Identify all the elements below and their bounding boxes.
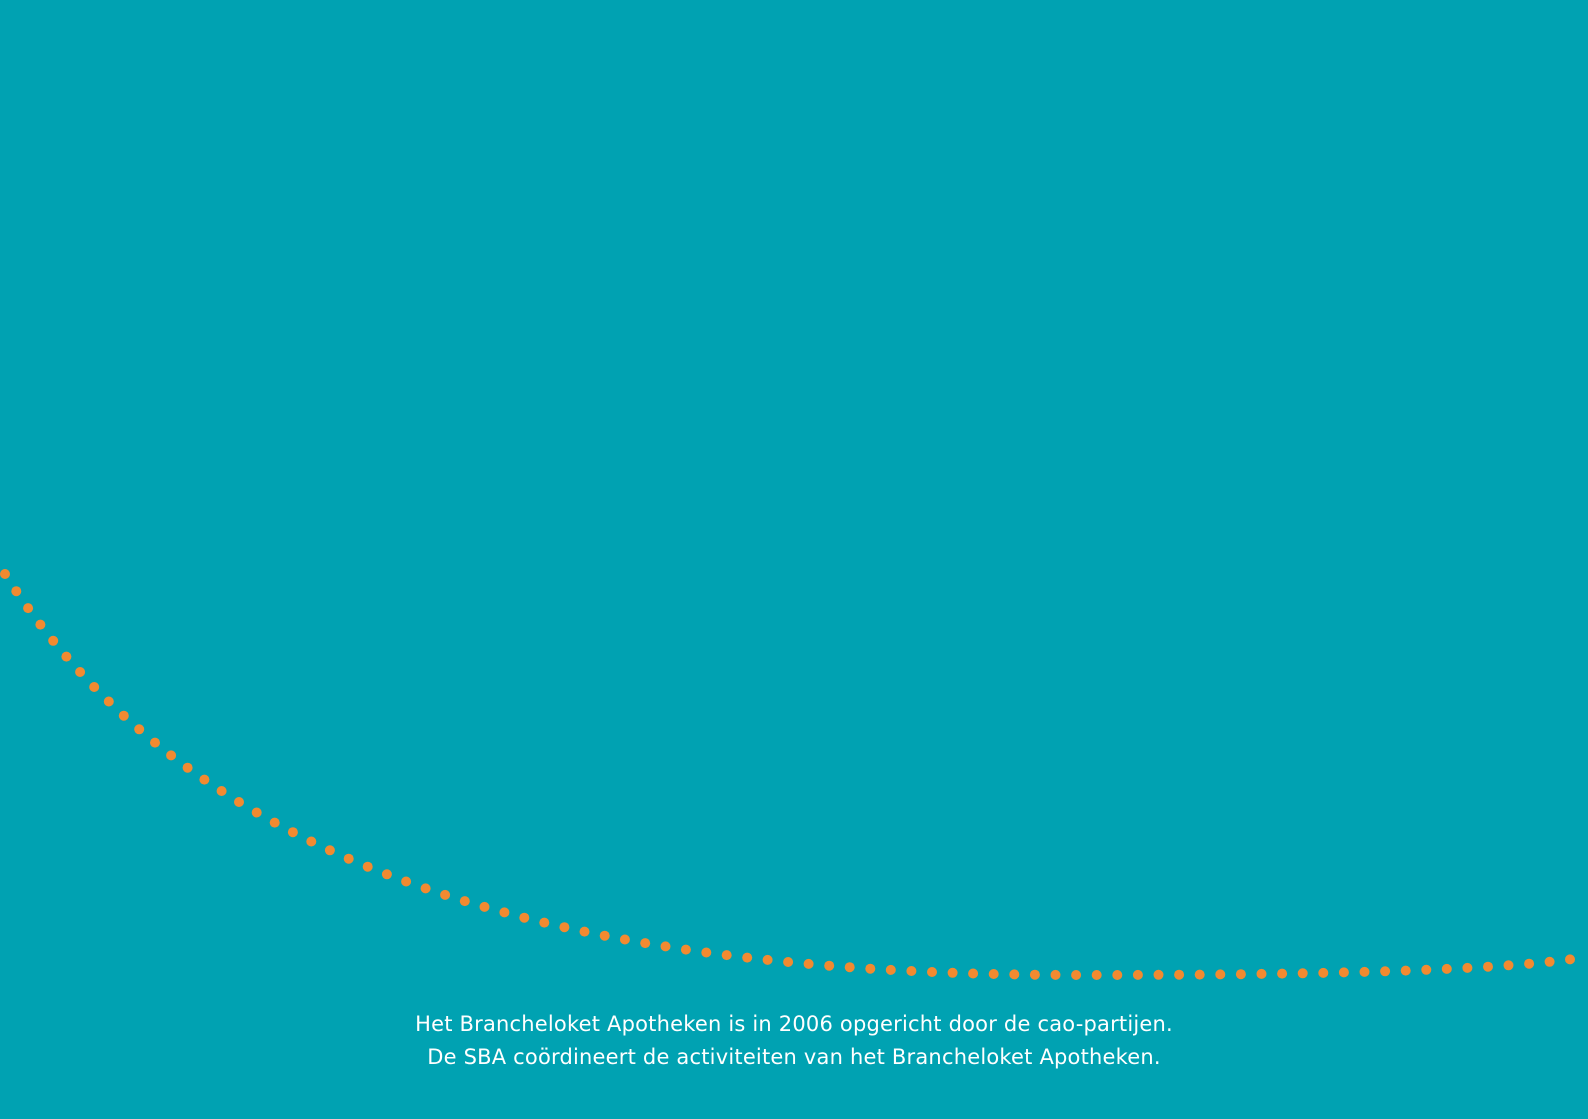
curve-dot <box>421 883 431 893</box>
curve-dot <box>104 697 114 707</box>
curve-dot <box>382 869 392 879</box>
curve-dot <box>845 962 855 972</box>
curve-dot <box>1277 969 1287 979</box>
curve-dot <box>600 931 610 941</box>
curve-dot <box>1030 970 1040 980</box>
curve-dot <box>1462 963 1472 973</box>
curve-dot <box>183 763 193 773</box>
curve-dot <box>1565 954 1575 964</box>
curve-dot <box>1401 966 1411 976</box>
curve-dot <box>1339 967 1349 977</box>
curve-dot <box>1092 970 1102 980</box>
curve-dot <box>1133 970 1143 980</box>
curve-dot <box>559 922 569 932</box>
footer-text-block: Het Brancheloket Apotheken is in 2006 op… <box>0 1008 1588 1074</box>
curve-dot <box>783 957 793 967</box>
curve-dot <box>23 603 33 613</box>
curve-dot <box>75 667 85 677</box>
curve-dot <box>499 907 509 917</box>
curve-dot <box>1071 970 1081 980</box>
curve-dot <box>134 724 144 734</box>
curve-dot <box>1009 969 1019 979</box>
curve-dot <box>1051 970 1061 980</box>
curve-dot <box>0 569 10 579</box>
curve-dot <box>742 953 752 963</box>
curve-dot <box>35 620 45 630</box>
curve-dot <box>519 913 529 923</box>
curve-dot <box>804 959 814 969</box>
curve-dot <box>1442 964 1452 974</box>
curve-dot <box>288 827 298 837</box>
curve-dot <box>460 896 470 906</box>
curve-dot <box>1298 968 1308 978</box>
curve-dot <box>640 938 650 948</box>
curve-dot <box>344 854 354 864</box>
curve-dot <box>440 890 450 900</box>
curve-dot <box>363 862 373 872</box>
curve-dot <box>580 927 590 937</box>
curve-dot <box>89 682 99 692</box>
curve-dot <box>1257 969 1267 979</box>
curve-dot <box>927 967 937 977</box>
curve-dot <box>539 918 549 928</box>
curve-dot <box>620 935 630 945</box>
curve-dot <box>1195 970 1205 980</box>
curve-dot <box>234 797 244 807</box>
footer-line-1: Het Brancheloket Apotheken is in 2006 op… <box>0 1008 1588 1041</box>
curve-dot <box>886 965 896 975</box>
curve-dot <box>1318 968 1328 978</box>
curve-dot <box>1524 959 1534 969</box>
curve-dot <box>61 652 71 662</box>
curve-dot <box>119 711 129 721</box>
curve-dot <box>865 964 875 974</box>
curve-dot <box>199 775 209 785</box>
curve-dot <box>1112 970 1122 980</box>
curve-dot <box>166 750 176 760</box>
curve-dot <box>480 902 490 912</box>
footer-line-2: De SBA coördineert de activiteiten van h… <box>0 1041 1588 1074</box>
curve-dot <box>1236 969 1246 979</box>
curve-dot <box>11 586 21 596</box>
curve-dot <box>1360 967 1370 977</box>
curve-dot <box>306 837 316 847</box>
curve-dot <box>1504 960 1514 970</box>
curve-dot <box>968 969 978 979</box>
curve-dot <box>1380 966 1390 976</box>
curve-dot <box>701 948 711 958</box>
curve-dot <box>48 636 58 646</box>
curve-dot <box>948 968 958 978</box>
curve-dot <box>1215 969 1225 979</box>
curve-dot <box>325 845 335 855</box>
curve-dot <box>989 969 999 979</box>
curve-dot <box>252 808 262 818</box>
curve-dot <box>150 738 160 748</box>
curve-dot <box>1174 970 1184 980</box>
curve-dot <box>763 955 773 965</box>
curve-dot <box>824 961 834 971</box>
curve-dot <box>906 966 916 976</box>
curve-dot <box>217 786 227 796</box>
curve-dot <box>722 950 732 960</box>
curve-dot <box>1545 957 1555 967</box>
curve-dot <box>401 877 411 887</box>
curve-dot <box>661 941 671 951</box>
curve-dot <box>1483 962 1493 972</box>
curve-dot <box>270 818 280 828</box>
curve-dot <box>1154 970 1164 980</box>
curve-dot <box>681 945 691 955</box>
curve-dot <box>1421 965 1431 975</box>
